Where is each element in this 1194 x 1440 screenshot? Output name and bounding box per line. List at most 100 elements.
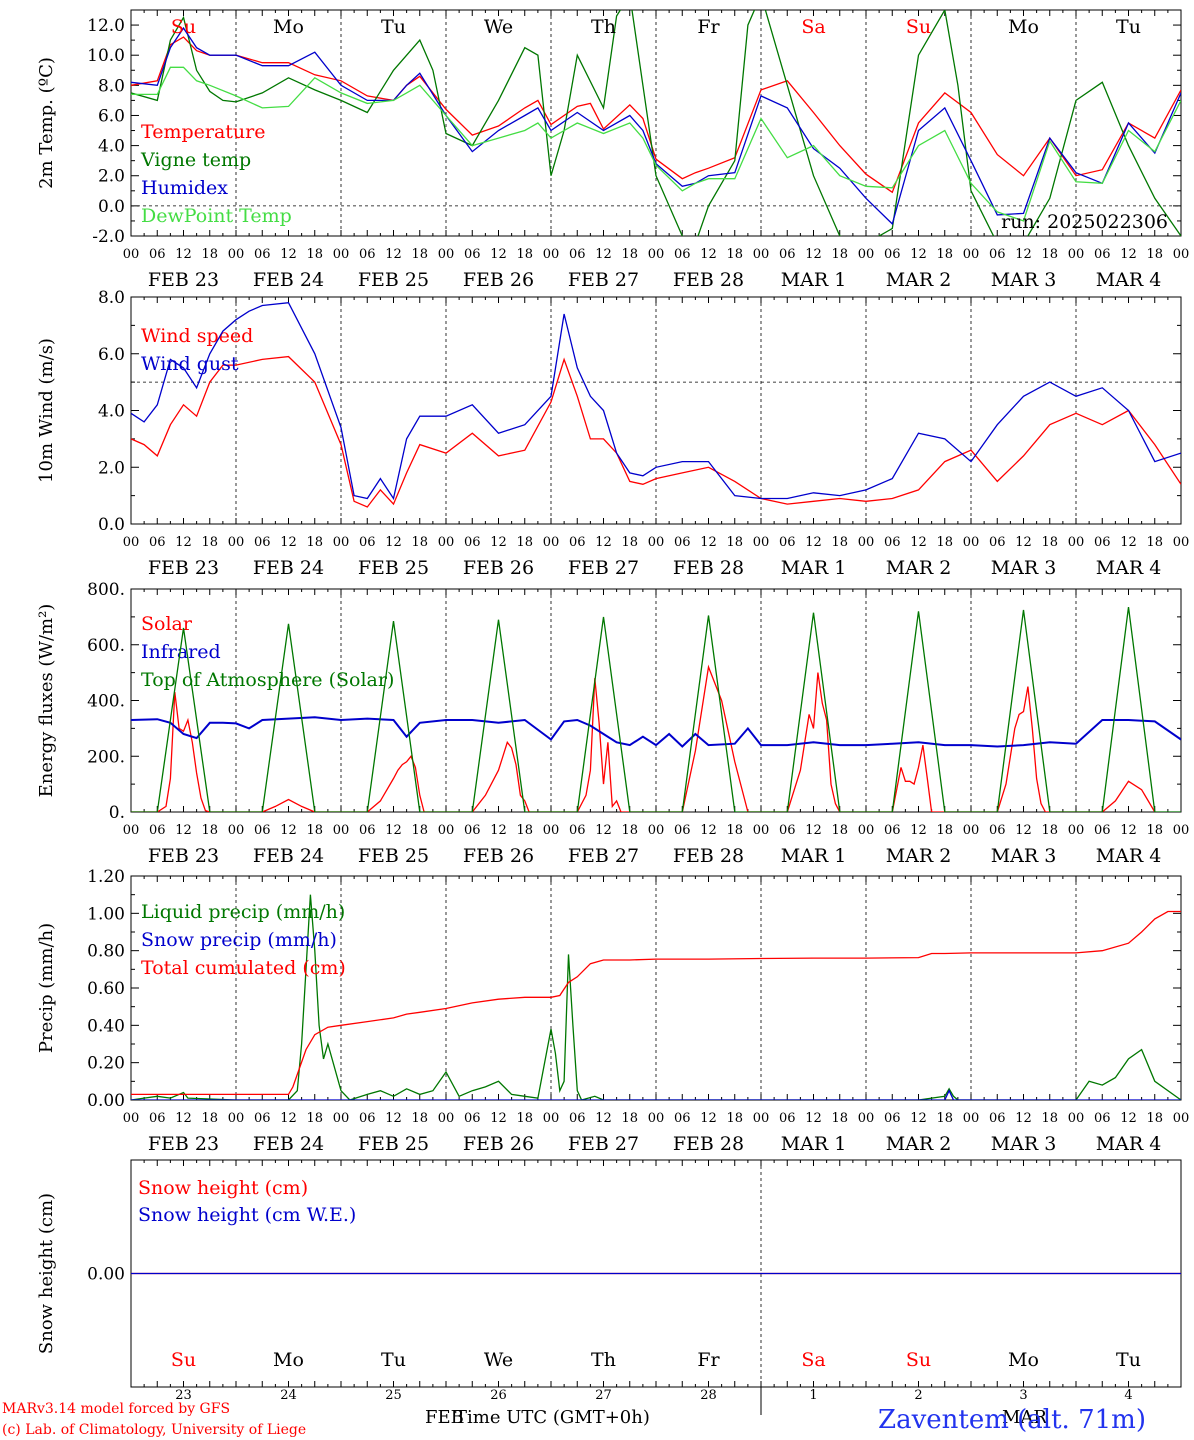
hour-tick-label: 00 [438,823,455,838]
weekday-label: Su [171,1349,196,1371]
hour-tick-label: 06 [359,535,376,550]
energy-series-2 [131,607,1181,812]
date-label: FEB 28 [673,845,744,867]
station-label: Zaventem (alt. 71m) [878,1405,1146,1435]
hour-tick-label: 12 [175,1111,192,1126]
month-end-label: MAR [1002,1407,1047,1428]
hour-tick-label: 00 [1068,823,1085,838]
date-label: MAR 2 [886,269,952,291]
hour-tick-label: 18 [1146,823,1163,838]
hour-tick-label: 00 [333,535,350,550]
y-tick-label: 4.0 [98,137,125,157]
y-tick-label: 4.0 [98,402,125,422]
hour-tick-label: 18 [726,535,743,550]
hour-tick-label: 06 [254,247,271,262]
hour-tick-label: 06 [464,823,481,838]
wind-series-0 [131,355,1181,508]
weekday-label: Tu [1116,1349,1141,1371]
hour-tick-label: 18 [726,1111,743,1126]
hour-tick-label: 00 [123,535,140,550]
hour-tick-label: 06 [674,535,691,550]
day-number-label: 4 [1124,1388,1132,1403]
date-label: FEB 24 [253,1133,324,1155]
y-tick-label: 0.60 [87,979,125,999]
hour-tick-label: 18 [516,247,533,262]
date-label: FEB 26 [463,269,534,291]
hour-tick-label: 12 [1120,247,1137,262]
hour-tick-label: 18 [936,535,953,550]
y-tick-label: 400. [87,692,125,712]
precip-series-2 [131,910,1181,1096]
hour-tick-label: 06 [149,535,166,550]
hour-tick-label: 06 [989,247,1006,262]
hour-tick-label: 06 [359,247,376,262]
hour-tick-label: 06 [989,823,1006,838]
date-label: FEB 23 [148,269,219,291]
hour-tick-label: 18 [621,1111,638,1126]
date-label: FEB 23 [148,557,219,579]
hour-tick-label: 18 [1041,1111,1058,1126]
legend-entry: Total cumulated (cm) [141,957,346,979]
energy-panel: 0. 200. 400. 600. 800. Energy fluxes (W/m²) So… [36,580,1189,867]
date-label: MAR 1 [781,269,847,291]
legend-entry: Liquid precip (mm/h) [141,901,345,923]
day-number-label: 25 [385,1388,402,1403]
hour-tick-label: 06 [989,1111,1006,1126]
hour-tick-label: 18 [936,247,953,262]
hour-tick-label: 18 [831,247,848,262]
hour-tick-label: 06 [149,823,166,838]
date-label: FEB 27 [568,269,639,291]
hour-tick-label: 00 [543,247,560,262]
hour-tick-label: 18 [1146,535,1163,550]
hour-tick-label: 12 [595,1111,612,1126]
hour-tick-label: 12 [385,535,402,550]
date-label: MAR 3 [991,845,1057,867]
hour-tick-label: 12 [805,823,822,838]
model-credit-line: MARv3.14 model forced by GFS [2,1401,230,1417]
hour-tick-label: 18 [726,823,743,838]
hour-tick-label: 18 [831,535,848,550]
temp-y-axis-label: 2m Temp. (ºC) [36,57,57,189]
hour-tick-label: 12 [490,535,507,550]
hour-tick-label: 00 [963,823,980,838]
hour-tick-label: 12 [385,823,402,838]
hour-tick-label: 06 [674,1111,691,1126]
hour-tick-label: 18 [306,535,323,550]
day-number-label: 1 [809,1388,817,1403]
hour-tick-label: 00 [1173,535,1190,550]
month-start-label: FEB [425,1407,464,1428]
wind-y-axis-label: 10m Wind (m/s) [36,338,57,483]
weekday-label: Tu [381,16,406,38]
hour-tick-label: 00 [858,823,875,838]
weekday-label: We [484,1349,513,1371]
hour-tick-label: 12 [910,1111,927,1126]
hour-tick-label: 18 [411,247,428,262]
date-label: FEB 28 [673,269,744,291]
hour-tick-label: 12 [1120,823,1137,838]
hour-tick-label: 06 [779,535,796,550]
hour-tick-label: 06 [779,1111,796,1126]
hour-tick-label: 18 [936,823,953,838]
hour-tick-label: 00 [543,823,560,838]
weekday-label: Fr [697,16,720,38]
hour-tick-label: 00 [753,823,770,838]
hour-tick-label: 18 [411,1111,428,1126]
precip-series-1 [131,1089,1181,1100]
legend-entry: Top of Atmosphere (Solar) [141,669,394,691]
y-tick-label: 800. [87,580,125,600]
date-label: FEB 25 [358,557,429,579]
hour-tick-label: 00 [333,823,350,838]
hour-tick-label: 12 [805,247,822,262]
precip-y-axis-label: Precip (mm/h) [36,923,57,1053]
hour-tick-label: 00 [648,1111,665,1126]
hour-tick-label: 00 [228,247,245,262]
legend-entry: Snow height (cm) [138,1177,308,1199]
hour-tick-label: 12 [1015,823,1032,838]
y-tick-label: 1.20 [87,867,125,887]
weekday-label: Su [171,16,196,38]
hour-tick-label: 12 [1120,535,1137,550]
hour-tick-label: 00 [1068,1111,1085,1126]
hour-tick-label: 00 [228,823,245,838]
hour-tick-label: 06 [149,1111,166,1126]
